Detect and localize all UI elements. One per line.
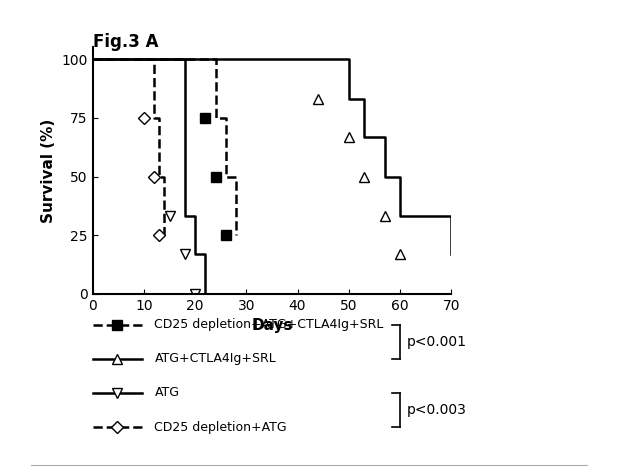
Text: CD25 depletion+ATG+CTLA4Ig+SRL: CD25 depletion+ATG+CTLA4Ig+SRL xyxy=(154,318,384,331)
Text: p<0.003: p<0.003 xyxy=(407,403,467,417)
Text: ATG+CTLA4Ig+SRL: ATG+CTLA4Ig+SRL xyxy=(154,352,276,365)
X-axis label: Days: Days xyxy=(251,319,293,333)
Text: ATG: ATG xyxy=(154,386,179,400)
Text: p<0.001: p<0.001 xyxy=(407,335,467,349)
Text: CD25 depletion+ATG: CD25 depletion+ATG xyxy=(154,420,287,434)
Text: Fig.3 A: Fig.3 A xyxy=(93,33,158,51)
Y-axis label: Survival (%): Survival (%) xyxy=(41,118,56,223)
